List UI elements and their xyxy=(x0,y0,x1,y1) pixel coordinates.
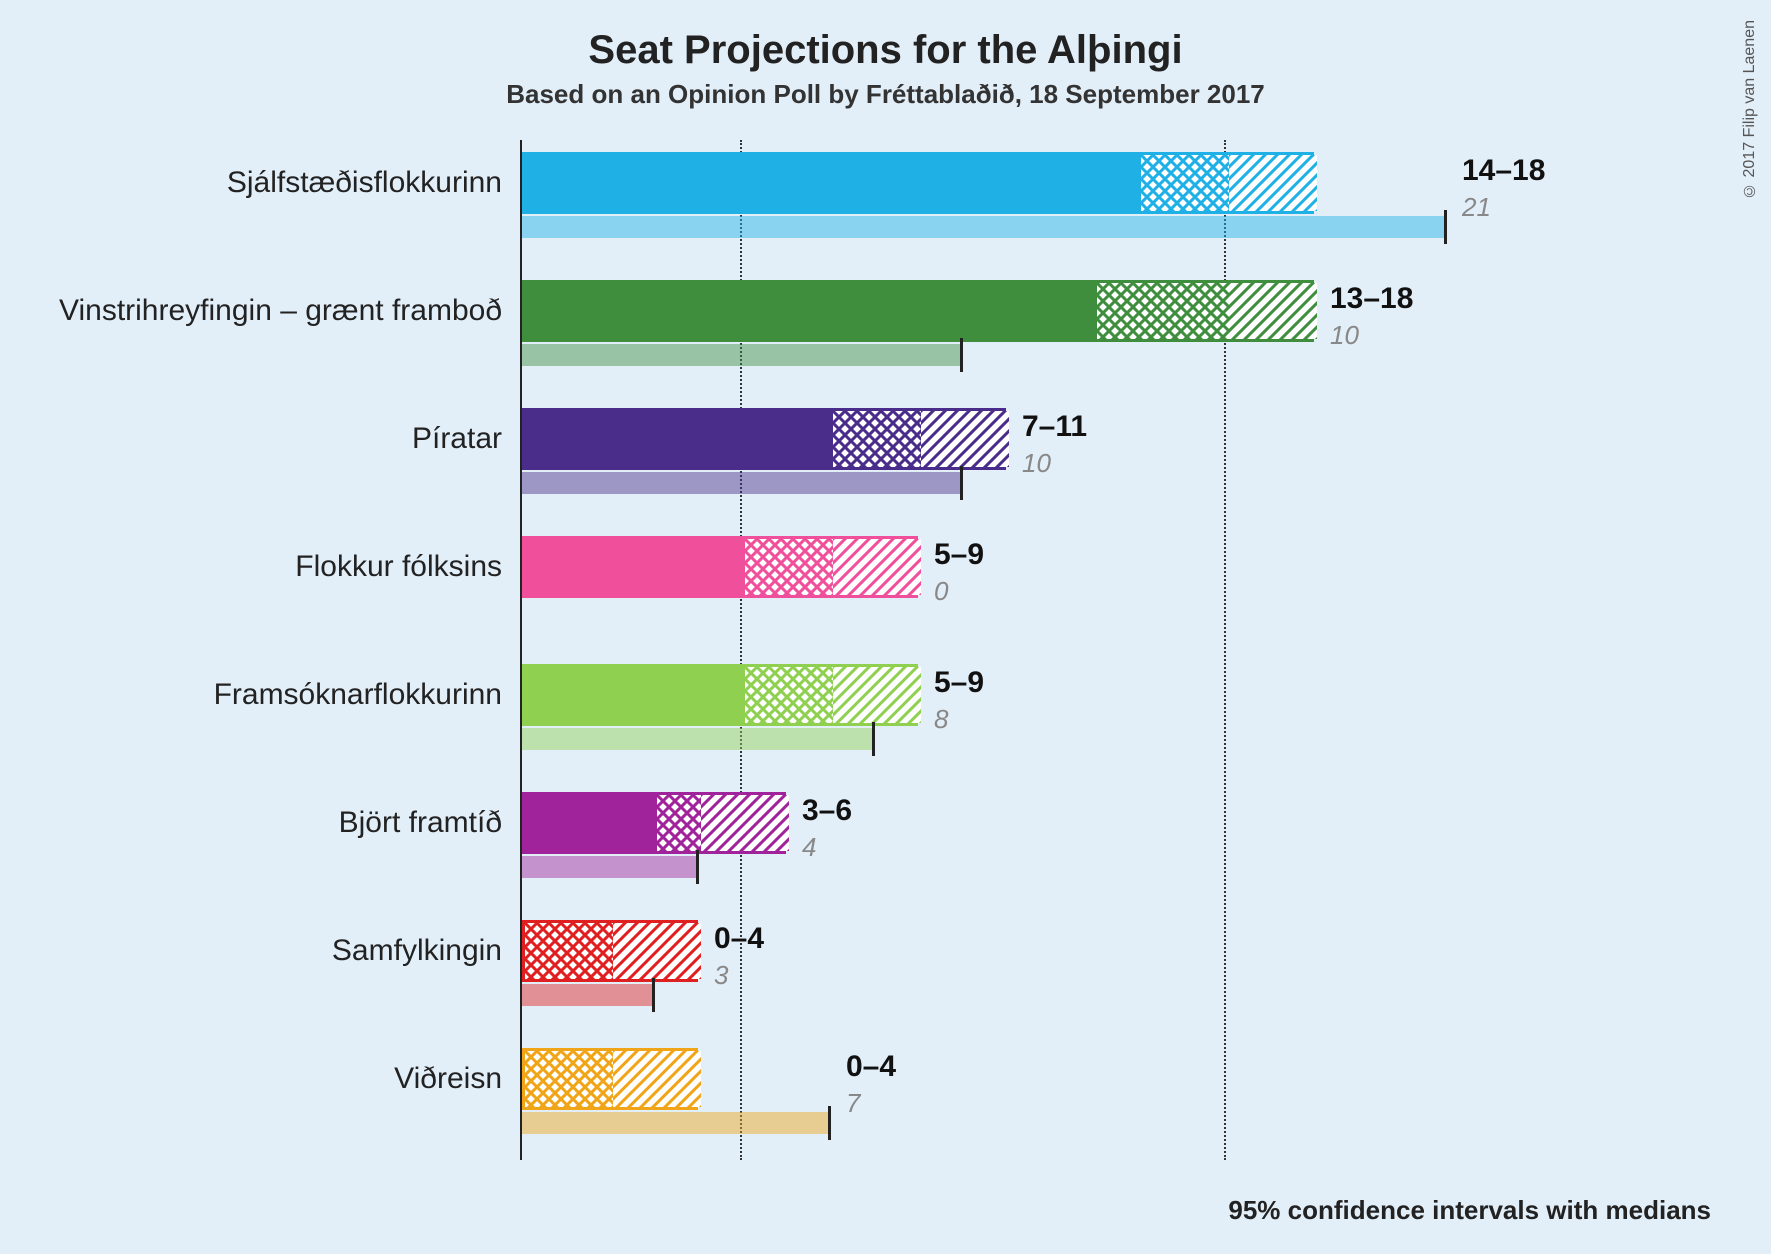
bar-segment-high xyxy=(833,539,921,595)
previous-label: 3 xyxy=(714,960,728,991)
projection-bar xyxy=(522,792,786,854)
range-label: 5–9 xyxy=(934,666,984,700)
previous-bar xyxy=(522,216,1446,238)
bar-segment-low xyxy=(525,283,1097,339)
party-name: Sjálfstæðisflokkurinn xyxy=(227,166,502,200)
party-row: Vinstrihreyfingin – grænt framboð13–1810 xyxy=(520,276,1720,404)
previous-tick xyxy=(960,466,963,500)
previous-label: 21 xyxy=(1462,192,1491,223)
party-row: Píratar7–1110 xyxy=(520,404,1720,532)
previous-bar xyxy=(522,984,654,1006)
party-name: Vinstrihreyfingin – grænt framboð xyxy=(59,294,502,328)
bar-segment-low xyxy=(525,539,745,595)
party-name: Samfylkingin xyxy=(332,934,502,968)
projection-bar xyxy=(522,408,1006,470)
previous-label: 7 xyxy=(846,1088,860,1119)
previous-label: 4 xyxy=(802,832,816,863)
bar-segment-low xyxy=(525,155,1141,211)
party-name: Framsóknarflokkurinn xyxy=(214,678,502,712)
party-name: Björt framtíð xyxy=(339,806,502,840)
bar-segment-median xyxy=(657,795,701,851)
bar-segment-median xyxy=(745,667,833,723)
range-label: 0–4 xyxy=(846,1050,896,1084)
party-row: Samfylkingin0–43 xyxy=(520,916,1720,1044)
bar-segment-high xyxy=(1229,155,1317,211)
previous-tick xyxy=(652,978,655,1012)
projection-bar xyxy=(522,920,698,982)
previous-label: 10 xyxy=(1022,448,1051,479)
party-row: Björt framtíð3–64 xyxy=(520,788,1720,916)
bar-segment-high xyxy=(701,795,789,851)
party-name: Viðreisn xyxy=(394,1062,502,1096)
previous-bar xyxy=(522,344,962,366)
previous-tick xyxy=(1444,210,1447,244)
bar-segment-median xyxy=(833,411,921,467)
projection-bar xyxy=(522,536,918,598)
projection-bar xyxy=(522,664,918,726)
previous-bar xyxy=(522,728,874,750)
previous-label: 0 xyxy=(934,576,948,607)
previous-bar xyxy=(522,1112,830,1134)
bar-segment-low xyxy=(525,667,745,723)
party-name: Flokkur fólksins xyxy=(295,550,502,584)
bar-segment-low xyxy=(525,411,833,467)
range-label: 7–11 xyxy=(1022,410,1087,444)
previous-label: 10 xyxy=(1330,320,1359,351)
footer-note: 95% confidence intervals with medians xyxy=(1228,1195,1711,1226)
range-label: 0–4 xyxy=(714,922,764,956)
chart-title: Seat Projections for the Alþingi xyxy=(0,0,1771,73)
previous-label: 8 xyxy=(934,704,948,735)
projection-bar xyxy=(522,1048,698,1110)
bar-segment-median xyxy=(1097,283,1229,339)
previous-bar xyxy=(522,472,962,494)
bar-segment-median xyxy=(745,539,833,595)
range-label: 5–9 xyxy=(934,538,984,572)
previous-tick xyxy=(696,850,699,884)
party-row: Viðreisn0–47 xyxy=(520,1044,1720,1172)
party-row: Sjálfstæðisflokkurinn14–1821 xyxy=(520,148,1720,276)
bar-segment-high xyxy=(921,411,1009,467)
chart-area: Sjálfstæðisflokkurinn14–1821Vinstrihreyf… xyxy=(520,140,1720,1200)
bar-segment-high xyxy=(613,1051,701,1107)
range-label: 14–18 xyxy=(1462,154,1545,188)
bar-segment-high xyxy=(1229,283,1317,339)
bar-segment-high xyxy=(833,667,921,723)
chart-subtitle: Based on an Opinion Poll by Fréttablaðið… xyxy=(0,73,1771,110)
party-name: Píratar xyxy=(412,422,502,456)
previous-tick xyxy=(872,722,875,756)
party-row: Flokkur fólksins5–90 xyxy=(520,532,1720,660)
bar-segment-high xyxy=(613,923,701,979)
projection-bar xyxy=(522,280,1314,342)
previous-tick xyxy=(960,338,963,372)
range-label: 13–18 xyxy=(1330,282,1413,316)
credit-label: © 2017 Filip van Laenen xyxy=(1741,20,1759,199)
bar-segment-low xyxy=(525,795,657,851)
projection-bar xyxy=(522,152,1314,214)
previous-bar xyxy=(522,856,698,878)
bar-segment-median xyxy=(1141,155,1229,211)
range-label: 3–6 xyxy=(802,794,852,828)
bar-segment-median xyxy=(525,923,613,979)
party-row: Framsóknarflokkurinn5–98 xyxy=(520,660,1720,788)
bar-segment-median xyxy=(525,1051,613,1107)
previous-tick xyxy=(828,1106,831,1140)
